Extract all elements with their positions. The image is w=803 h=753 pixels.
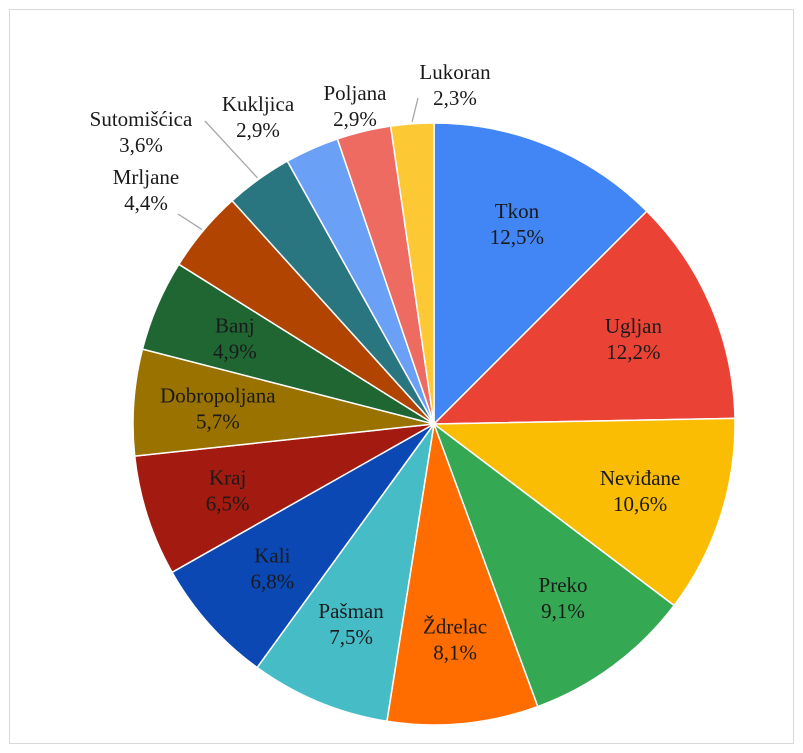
label-mrljane: Mrljane 4,4% xyxy=(113,165,179,215)
label-zdrelac: Ždrelac 8,1% xyxy=(423,615,487,665)
label-preko: Preko 9,1% xyxy=(539,573,588,623)
pie-slices xyxy=(132,122,736,726)
leader-line-mrljane xyxy=(177,213,203,230)
slice-nevi-ane xyxy=(431,417,736,607)
label-poljana: Poljana 2,9% xyxy=(324,81,388,131)
label-kraj: Kraj 6,5% xyxy=(206,465,250,515)
slice-labels: Tkon 12,5% Ugljan 12,2% Neviđane 10,6% Preko 9,… xyxy=(90,60,681,665)
leader-line-lukoran xyxy=(411,97,419,122)
label-lukoran: Lukoran 2,3% xyxy=(419,60,491,110)
label-tkon: Tkon 12,5% xyxy=(490,199,544,249)
label-sutomiscica: Sutomišćica 3,6% xyxy=(90,107,193,157)
leader-line-sutomiscica xyxy=(204,120,258,179)
label-ugljan: Ugljan 12,2% xyxy=(605,314,663,364)
label-kali: Kali 6,8% xyxy=(250,543,294,593)
slice-preko xyxy=(432,421,676,708)
slice-lukoran xyxy=(389,122,435,425)
slice-kraj xyxy=(133,423,435,574)
slice-ugljan xyxy=(432,210,736,425)
label-banj: Banj 4,9% xyxy=(213,314,257,364)
label-pasman: Pašman 7,5% xyxy=(318,599,384,649)
label-dobropoljana: Dobropoljana 5,7% xyxy=(160,383,276,433)
label-nevi-ane: Neviđane 10,6% xyxy=(600,466,680,516)
label-kukljica: Kukljica 2,9% xyxy=(222,92,295,142)
leader-lines xyxy=(177,97,419,230)
slice-zdrelac xyxy=(386,421,539,726)
slice-pasman xyxy=(256,423,435,723)
slice-tkon xyxy=(433,122,648,426)
slice-kali xyxy=(171,423,435,669)
